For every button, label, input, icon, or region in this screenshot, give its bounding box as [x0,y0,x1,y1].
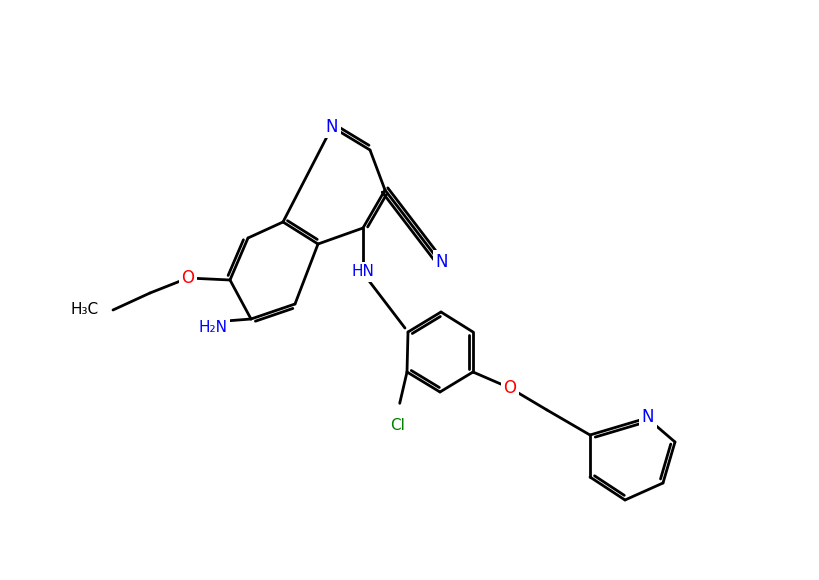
Text: HN: HN [351,264,374,280]
Text: N: N [641,408,654,426]
Text: O: O [181,269,194,287]
Text: O: O [503,379,516,397]
Text: Cl: Cl [390,418,405,433]
Text: N: N [435,253,448,271]
Text: H₂N: H₂N [198,321,227,335]
Text: H₃C: H₃C [71,303,99,317]
Text: N: N [325,118,337,136]
